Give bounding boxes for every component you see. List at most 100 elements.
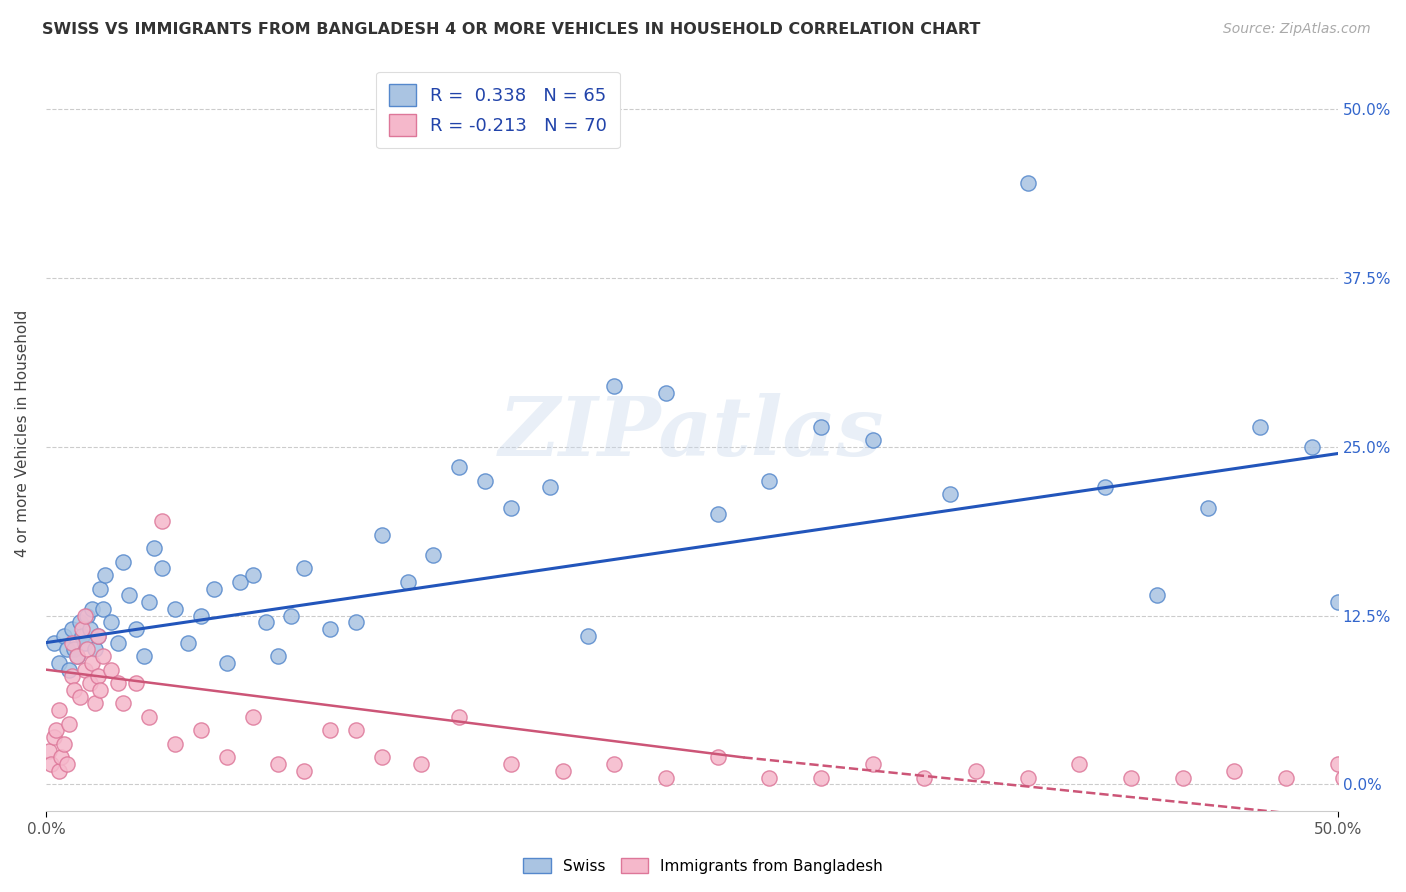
- Point: [107, 676, 129, 690]
- Point: [862, 433, 884, 447]
- Point: [143, 541, 166, 555]
- Point: [292, 764, 315, 778]
- Point: [165, 602, 187, 616]
- Point: [810, 419, 832, 434]
- Point: [242, 568, 264, 582]
- Point: [60, 635, 83, 649]
- Point: [810, 771, 832, 785]
- Point: [1344, 764, 1367, 778]
- Point: [280, 608, 302, 623]
- Point: [1301, 440, 1323, 454]
- Point: [48, 656, 70, 670]
- Point: [89, 582, 111, 596]
- Point: [1094, 480, 1116, 494]
- Point: [100, 663, 122, 677]
- Point: [1331, 771, 1354, 785]
- Point: [603, 379, 626, 393]
- Point: [107, 635, 129, 649]
- Point: [70, 622, 93, 636]
- Point: [1275, 771, 1298, 785]
- Point: [48, 764, 70, 778]
- Point: [190, 608, 212, 623]
- Point: [538, 480, 561, 494]
- Point: [706, 750, 728, 764]
- Point: [69, 615, 91, 630]
- Point: [94, 568, 117, 582]
- Point: [1017, 177, 1039, 191]
- Point: [58, 663, 80, 677]
- Point: [344, 723, 367, 738]
- Point: [91, 649, 114, 664]
- Legend: Swiss, Immigrants from Bangladesh: Swiss, Immigrants from Bangladesh: [517, 852, 889, 880]
- Point: [499, 500, 522, 515]
- Point: [134, 649, 156, 664]
- Point: [60, 669, 83, 683]
- Point: [177, 635, 200, 649]
- Point: [319, 622, 342, 636]
- Point: [1360, 771, 1382, 785]
- Point: [73, 663, 96, 677]
- Point: [48, 703, 70, 717]
- Point: [215, 750, 238, 764]
- Text: Source: ZipAtlas.com: Source: ZipAtlas.com: [1223, 22, 1371, 37]
- Point: [66, 649, 89, 664]
- Point: [578, 629, 600, 643]
- Point: [42, 730, 65, 744]
- Point: [1340, 771, 1362, 785]
- Point: [55, 757, 77, 772]
- Point: [409, 757, 432, 772]
- Point: [758, 771, 780, 785]
- Point: [474, 474, 496, 488]
- Point: [76, 642, 98, 657]
- Point: [70, 629, 93, 643]
- Point: [319, 723, 342, 738]
- Point: [449, 460, 471, 475]
- Point: [82, 602, 104, 616]
- Point: [551, 764, 574, 778]
- Point: [79, 676, 101, 690]
- Point: [51, 750, 73, 764]
- Point: [939, 487, 962, 501]
- Point: [396, 574, 419, 589]
- Point: [228, 574, 250, 589]
- Point: [150, 514, 173, 528]
- Point: [63, 642, 86, 657]
- Point: [55, 642, 77, 657]
- Point: [86, 669, 108, 683]
- Point: [1146, 588, 1168, 602]
- Point: [202, 582, 225, 596]
- Point: [1326, 595, 1348, 609]
- Point: [1347, 156, 1369, 170]
- Point: [1119, 771, 1142, 785]
- Point: [1357, 771, 1379, 785]
- Point: [66, 649, 89, 664]
- Point: [1198, 500, 1220, 515]
- Point: [254, 615, 277, 630]
- Point: [150, 561, 173, 575]
- Point: [1365, 771, 1388, 785]
- Point: [73, 608, 96, 623]
- Text: SWISS VS IMMIGRANTS FROM BANGLADESH 4 OR MORE VEHICLES IN HOUSEHOLD CORRELATION : SWISS VS IMMIGRANTS FROM BANGLADESH 4 OR…: [42, 22, 980, 37]
- Text: ZIPatlas: ZIPatlas: [499, 393, 884, 474]
- Point: [655, 385, 678, 400]
- Point: [912, 771, 935, 785]
- Legend: R =  0.338   N = 65, R = -0.213   N = 70: R = 0.338 N = 65, R = -0.213 N = 70: [377, 71, 620, 148]
- Point: [117, 588, 139, 602]
- Point: [862, 757, 884, 772]
- Point: [86, 629, 108, 643]
- Point: [63, 682, 86, 697]
- Point: [89, 682, 111, 697]
- Point: [758, 474, 780, 488]
- Point: [138, 710, 160, 724]
- Point: [86, 629, 108, 643]
- Point: [84, 697, 107, 711]
- Point: [499, 757, 522, 772]
- Point: [1350, 771, 1372, 785]
- Point: [242, 710, 264, 724]
- Point: [1223, 764, 1246, 778]
- Point: [1069, 757, 1091, 772]
- Point: [91, 602, 114, 616]
- Point: [165, 737, 187, 751]
- Point: [42, 635, 65, 649]
- Point: [1326, 757, 1348, 772]
